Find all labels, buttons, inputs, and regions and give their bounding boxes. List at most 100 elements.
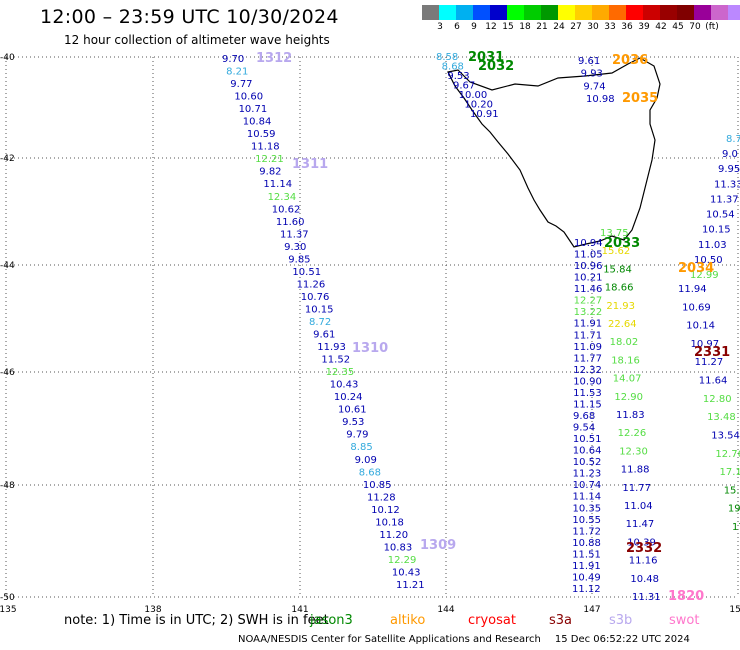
color-swatch	[490, 5, 507, 20]
color-scale-tick: 36	[621, 22, 633, 32]
swh-value: 11.16	[629, 556, 658, 567]
swh-value: 11.15	[573, 399, 602, 410]
swh-value: 10.21	[574, 273, 603, 284]
swh-value: 10.96	[574, 261, 603, 272]
swh-value: 10.98	[586, 94, 615, 105]
color-swatch	[456, 5, 473, 20]
swh-value: 11.18	[251, 142, 280, 153]
swh-value: 18.16	[611, 355, 640, 366]
map-subtitle: 12 hour collection of altimeter wave hei…	[64, 33, 330, 47]
pass-time-label: 2035	[622, 91, 658, 106]
color-scale-tick: 9	[471, 22, 477, 32]
swh-value: 9.70	[222, 54, 244, 65]
swh-value: 10.88	[572, 538, 601, 549]
swh-value: 10.43	[392, 567, 421, 578]
pass-time-label: 2032	[478, 59, 514, 74]
swh-value: 10.76	[301, 292, 330, 303]
swh-value: 9.09	[355, 455, 377, 466]
swh-value: 9.54	[573, 423, 595, 434]
swh-value: 9.93	[581, 69, 603, 80]
mission-legend-jason3: jason3	[310, 613, 353, 628]
swh-value: 11.33	[714, 179, 740, 190]
swh-value: 10.84	[243, 117, 272, 128]
swh-value: 11.52	[321, 355, 350, 366]
swh-value: 9.82	[259, 167, 281, 178]
color-swatch	[711, 5, 728, 20]
swh-value: 8.7	[726, 134, 740, 145]
swh-value: 18.66	[605, 283, 634, 294]
map-title: 12:00 – 23:59 UTC 10/30/2024	[40, 6, 339, 28]
swh-value: 10.15	[702, 225, 731, 236]
longitude-label: 150	[729, 605, 740, 615]
color-swatch	[507, 5, 524, 20]
swh-value: 9.95	[718, 164, 740, 175]
swh-value: 9.67	[453, 81, 475, 92]
pass-time-label: 1312	[256, 51, 292, 66]
swh-value: 17.74	[732, 522, 740, 533]
swh-value: 11.20	[379, 530, 408, 541]
latitude-label: -40	[0, 53, 15, 63]
swh-value: 10.91	[470, 109, 499, 120]
tasmania-island	[447, 57, 661, 248]
swh-value: 13.22	[574, 307, 603, 318]
swh-value: 13.75	[600, 228, 629, 239]
color-scale-tick: 33	[604, 22, 616, 32]
swh-value: 17.16	[720, 467, 740, 478]
swh-value: 11.21	[396, 580, 425, 591]
pass-time-label: 1820	[668, 589, 704, 604]
color-scale-tick: 70	[689, 22, 701, 32]
swh-value: 11.72	[572, 526, 601, 537]
swh-value: 10.61	[338, 405, 367, 416]
note-text: note: 1) Time is in UTC; 2) SWH is in fe…	[64, 613, 329, 628]
swh-value: 14.07	[613, 374, 642, 385]
longitude-label: 138	[144, 605, 161, 615]
swh-value: 12.27	[574, 296, 603, 307]
longitude-label: 135	[0, 605, 17, 615]
lat-lon-grid: -40 -42 -44 -46 -48 -50 135 138 141 144 147 150	[0, 53, 740, 615]
color-swatch	[558, 5, 575, 20]
swh-value: 10.69	[682, 302, 711, 313]
swh-value: 12.21	[255, 154, 284, 165]
swh-value: 8.68	[359, 467, 381, 478]
pass-time-label: 1311	[292, 157, 328, 172]
swh-value: 11.51	[572, 549, 601, 560]
color-scale-tick: 3	[437, 22, 443, 32]
swh-value: 11.64	[699, 376, 728, 387]
swh-value: 12.90	[614, 392, 643, 403]
swh-value: 11.31	[632, 592, 661, 603]
swh-value: 9.53	[342, 417, 364, 428]
swh-value: 11.60	[276, 217, 305, 228]
swh-value: 11.77	[622, 483, 651, 494]
swh-value: 9.61	[313, 330, 335, 341]
pass-time-label: 2036	[612, 53, 648, 68]
color-swatch	[660, 5, 677, 20]
color-swatch	[643, 5, 660, 20]
swh-value: 10.64	[573, 446, 602, 457]
color-scale-tick: 27	[570, 22, 582, 32]
mission-legend-altiko: altiko	[390, 613, 426, 628]
swh-value: 11.46	[574, 284, 603, 295]
swh-value: 19.17	[728, 504, 740, 515]
pass-time-label: 1309	[420, 538, 456, 553]
swh-value: 11.37	[710, 194, 739, 205]
swh-value: 10.00	[459, 90, 488, 101]
swh-value: 12.34	[268, 192, 297, 203]
color-scale-tick: 24	[553, 22, 565, 32]
swh-value: 11.94	[678, 284, 707, 295]
swh-value: 11.37	[280, 229, 309, 240]
color-swatch	[422, 5, 439, 20]
swh-value: 8.58	[436, 52, 458, 63]
pass-time-label: 1310	[352, 341, 388, 356]
swh-value: 9.61	[578, 56, 600, 67]
mission-legend-s3a: s3a	[549, 613, 573, 628]
swh-value: 11.88	[621, 465, 650, 476]
color-swatch	[609, 5, 626, 20]
swh-value: 10.62	[272, 204, 301, 215]
swh-value: 9.77	[230, 79, 252, 90]
swh-value: 10.48	[630, 574, 659, 585]
note-line: note: 1) Time is in UTC; 2) SWH is in fe…	[64, 613, 699, 628]
swh-value: 10.74	[573, 480, 602, 491]
swh-value: 11.83	[616, 410, 645, 421]
swh-value: 15.53	[724, 485, 740, 496]
swh-value: 9.74	[583, 81, 605, 92]
